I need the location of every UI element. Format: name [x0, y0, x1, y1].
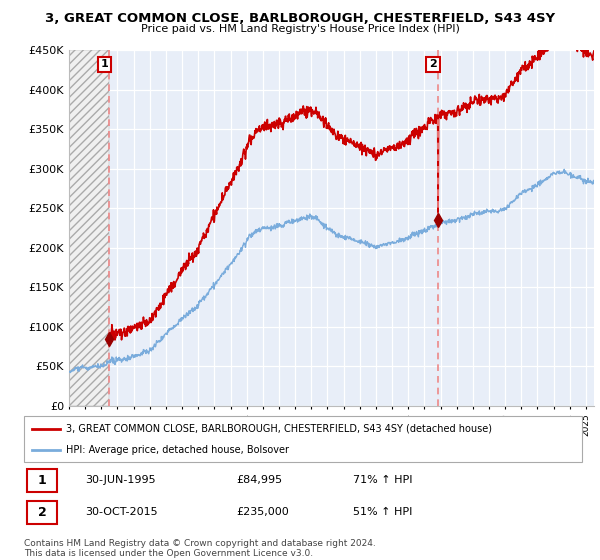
Text: 30-JUN-1995: 30-JUN-1995 — [85, 475, 156, 486]
Text: 3, GREAT COMMON CLOSE, BARLBOROUGH, CHESTERFIELD, S43 4SY (detached house): 3, GREAT COMMON CLOSE, BARLBOROUGH, CHES… — [66, 424, 492, 434]
FancyBboxPatch shape — [27, 501, 58, 524]
FancyBboxPatch shape — [27, 469, 58, 492]
Text: Contains HM Land Registry data © Crown copyright and database right 2024.
This d: Contains HM Land Registry data © Crown c… — [24, 539, 376, 558]
FancyBboxPatch shape — [24, 416, 582, 462]
Text: Price paid vs. HM Land Registry's House Price Index (HPI): Price paid vs. HM Land Registry's House … — [140, 24, 460, 34]
Text: 2: 2 — [38, 506, 47, 519]
Text: 30-OCT-2015: 30-OCT-2015 — [85, 507, 158, 517]
Text: 51% ↑ HPI: 51% ↑ HPI — [353, 507, 413, 517]
Text: £84,995: £84,995 — [236, 475, 282, 486]
Text: 1: 1 — [38, 474, 47, 487]
Text: 3, GREAT COMMON CLOSE, BARLBOROUGH, CHESTERFIELD, S43 4SY: 3, GREAT COMMON CLOSE, BARLBOROUGH, CHES… — [45, 12, 555, 25]
Text: 71% ↑ HPI: 71% ↑ HPI — [353, 475, 413, 486]
Text: 2: 2 — [429, 59, 437, 69]
Text: HPI: Average price, detached house, Bolsover: HPI: Average price, detached house, Bols… — [66, 445, 289, 455]
Polygon shape — [69, 50, 109, 406]
Text: £235,000: £235,000 — [236, 507, 289, 517]
Text: 1: 1 — [101, 59, 109, 69]
